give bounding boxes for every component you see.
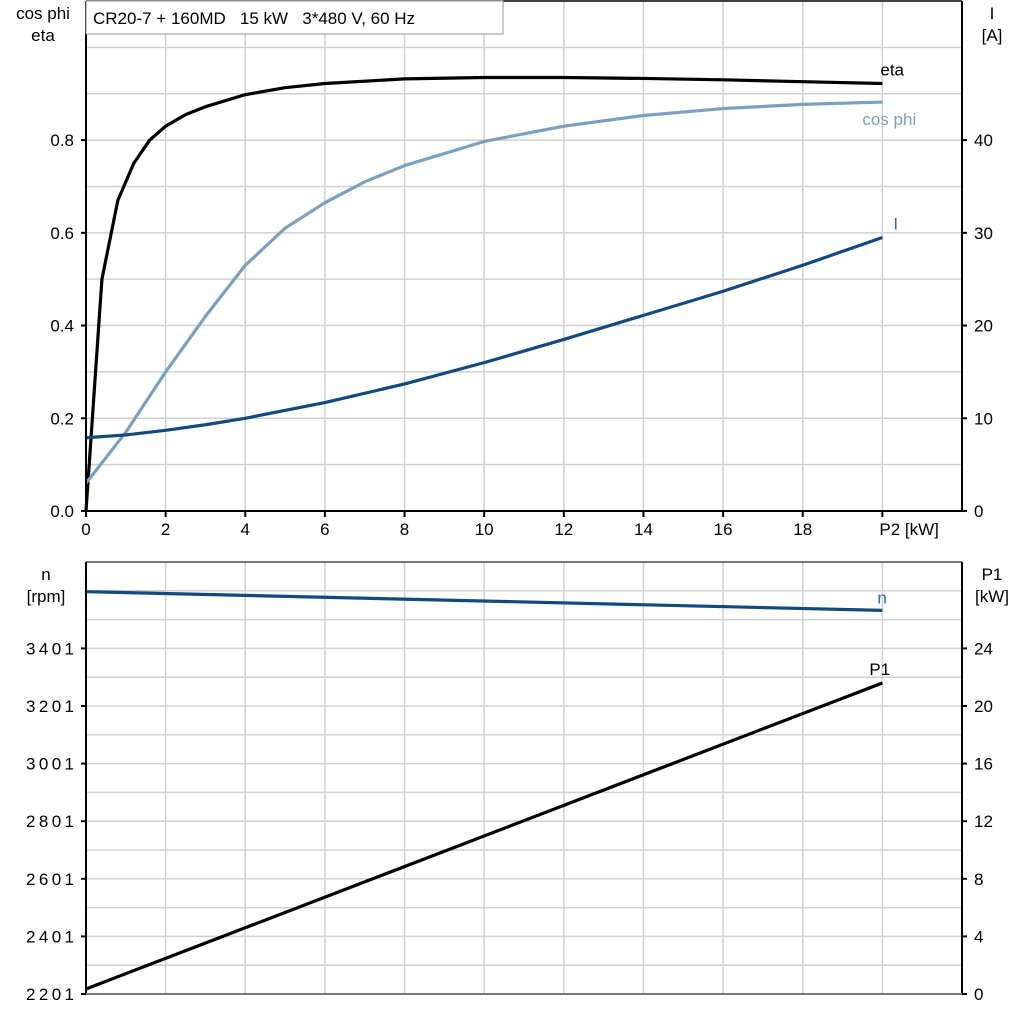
x-tick-label: 6 xyxy=(320,520,329,539)
y-axis-label-left: eta xyxy=(31,26,55,45)
x-tick-label: 4 xyxy=(241,520,250,539)
y-tick-label-left: 2401 xyxy=(26,927,74,946)
x-tick-label: 18 xyxy=(793,520,812,539)
title-frame xyxy=(85,0,504,35)
y-tick-label-left: 3401 xyxy=(26,639,74,658)
bottom-grid xyxy=(86,562,962,994)
series-line-i xyxy=(85,235,883,440)
x-tick-label: 2 xyxy=(161,520,170,539)
y-axis-label-right: [kW] xyxy=(975,587,1009,606)
y-tick-label-left: 0.2 xyxy=(50,409,74,428)
series-label-i: I xyxy=(893,214,898,233)
x-tick-label: 8 xyxy=(400,520,409,539)
y-tick-label-right: 10 xyxy=(974,409,993,428)
y-tick-label-right: 20 xyxy=(974,317,993,336)
top-grid xyxy=(86,1,962,511)
y-tick-label-right: 16 xyxy=(974,755,993,774)
x-tick-label: 16 xyxy=(714,520,733,539)
y-tick-label-right: 4 xyxy=(974,927,983,946)
y-tick-label-left: 3001 xyxy=(26,755,74,774)
y-axis-label-right: P1 xyxy=(982,565,1003,584)
series-line-p1 xyxy=(85,681,883,991)
y-tick-label-right: 12 xyxy=(974,812,993,831)
y-tick-label-right: 40 xyxy=(974,131,993,150)
y-tick-label-right: 30 xyxy=(974,224,993,243)
y-axis-label-right: I xyxy=(990,4,995,23)
series-line-n xyxy=(85,590,883,612)
y-tick-label-right: 24 xyxy=(974,639,993,658)
series-line-cos-phi xyxy=(84,100,883,485)
x-axis-label: P2 [kW] xyxy=(879,520,939,539)
y-tick-label-left: 2601 xyxy=(26,870,74,889)
x-tick-label: 0 xyxy=(81,520,90,539)
series-label-n: n xyxy=(877,588,886,607)
y-axis-label-right: [A] xyxy=(982,26,1003,45)
y-axis-label-left: n xyxy=(41,565,50,584)
y-tick-label-left: 2201 xyxy=(26,985,74,1004)
y-axis-label-left: cos phi xyxy=(16,4,70,23)
series-label-p1: P1 xyxy=(869,660,890,679)
y-tick-label-left: 0.8 xyxy=(50,131,74,150)
y-tick-label-left: 0.4 xyxy=(50,317,74,336)
series-line-eta xyxy=(84,75,883,512)
y-tick-label-right: 20 xyxy=(974,697,993,716)
y-tick-label-right: 0 xyxy=(974,502,983,521)
series-label-cos-phi: cos phi xyxy=(862,110,916,129)
y-tick-label-left: 0.6 xyxy=(50,224,74,243)
y-tick-label-right: 8 xyxy=(974,870,983,889)
chart-title-box: CR20-7 + 160MD 15 kW 3*480 V, 60 Hz xyxy=(85,0,504,35)
x-tick-label: 12 xyxy=(554,520,573,539)
axes-layer xyxy=(81,0,967,995)
chart-title: CR20-7 + 160MD 15 kW 3*480 V, 60 Hz xyxy=(93,9,415,28)
series-layer xyxy=(84,75,883,991)
y-tick-label-left: 0.0 xyxy=(50,502,74,521)
series-label-eta: eta xyxy=(880,61,904,80)
x-tick-label: 10 xyxy=(475,520,494,539)
x-tick-label: 14 xyxy=(634,520,653,539)
y-tick-label-left: 2801 xyxy=(26,812,74,831)
y-axis-label-left: [rpm] xyxy=(27,587,66,606)
y-tick-label-left: 3201 xyxy=(26,697,74,716)
y-tick-label-right: 0 xyxy=(974,985,983,1004)
